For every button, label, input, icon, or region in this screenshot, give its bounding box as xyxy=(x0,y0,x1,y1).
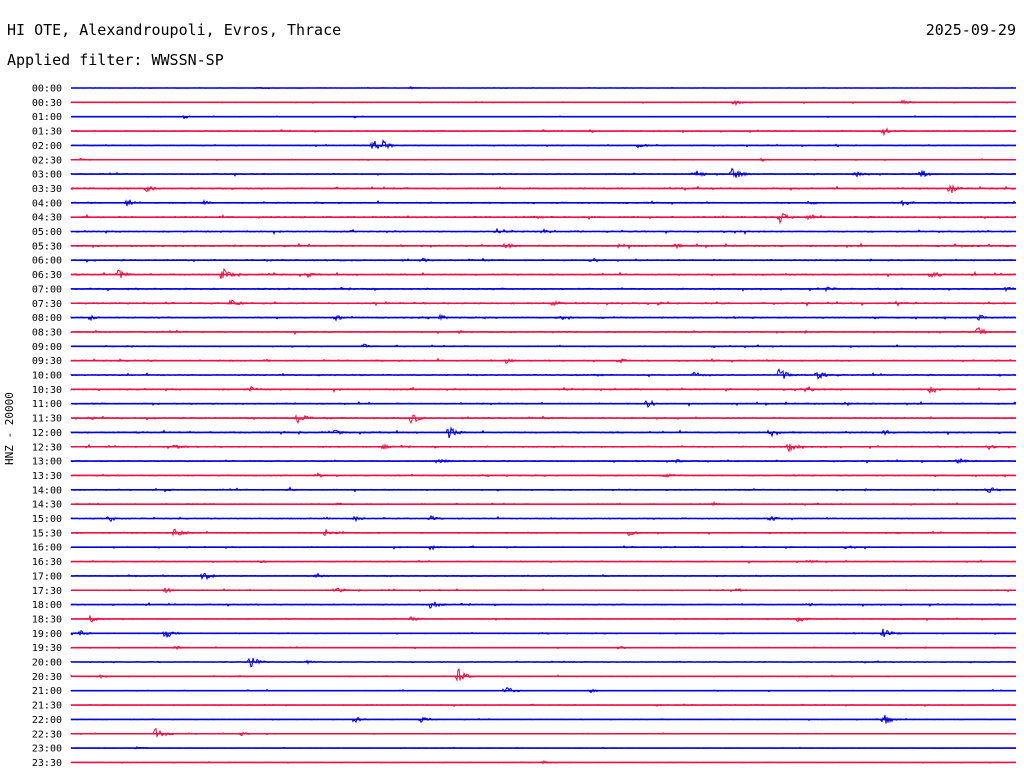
time-tick-label: 03:00 xyxy=(32,170,62,181)
time-tick-label: 10:30 xyxy=(32,385,62,396)
time-tick-label: 07:30 xyxy=(32,299,62,310)
time-tick-label: 18:00 xyxy=(32,600,62,611)
station-title: HI OTE, Alexandroupoli, Evros, Thrace xyxy=(7,21,342,39)
trace-line-0300 xyxy=(70,167,1017,178)
time-tick-label: 12:00 xyxy=(32,428,62,439)
time-tick-label: 01:00 xyxy=(32,112,62,123)
time-tick-label: 15:00 xyxy=(32,514,62,525)
time-tick-label: 13:30 xyxy=(32,471,62,482)
time-tick-label: 00:30 xyxy=(32,98,62,109)
trace-group xyxy=(70,86,1017,765)
trace-line-1230 xyxy=(70,442,1017,453)
trace-line-0830 xyxy=(70,326,1017,335)
time-tick-label: 17:00 xyxy=(32,571,62,582)
time-tick-label: 15:30 xyxy=(32,528,62,539)
time-tick-label: 07:00 xyxy=(32,284,62,295)
time-tick-label: 06:00 xyxy=(32,256,62,267)
time-tick-label: 16:30 xyxy=(32,557,62,568)
date-label: 2025-09-29 xyxy=(925,21,1016,39)
time-tick-label: 16:00 xyxy=(32,543,62,554)
time-tick-label: 20:30 xyxy=(32,672,62,683)
time-tick-label: 04:30 xyxy=(32,213,62,224)
time-tick-label: 09:30 xyxy=(32,356,62,367)
time-tick-label: 20:00 xyxy=(32,658,62,669)
trace-line-0200 xyxy=(70,139,1017,150)
trace-line-0330 xyxy=(70,183,1017,194)
trace-line-0430 xyxy=(70,212,1017,225)
trace-line-1000 xyxy=(70,368,1017,380)
time-tick-label: 22:30 xyxy=(32,729,62,740)
time-tick-label: 17:30 xyxy=(32,586,62,597)
time-tick-label: 05:30 xyxy=(32,241,62,252)
time-tick-label: 13:00 xyxy=(32,457,62,468)
time-tick-label: 04:00 xyxy=(32,198,62,209)
trace-line-2030 xyxy=(70,668,1016,683)
time-tick-label: 00:00 xyxy=(32,84,62,95)
time-tick-label: 22:00 xyxy=(32,715,62,726)
time-tick-label: 03:30 xyxy=(32,184,62,195)
tick-label-group: 00:00 00:30 01:00 01:30 02:00 02:30 03:00 03:30… xyxy=(32,84,62,769)
time-tick-label: 02:30 xyxy=(32,155,62,166)
time-tick-label: 02:00 xyxy=(32,141,62,152)
time-tick-label: 21:00 xyxy=(32,686,62,697)
time-tick-label: 08:30 xyxy=(32,327,62,338)
time-tick-label: 01:30 xyxy=(32,127,62,138)
time-tick-label: 14:30 xyxy=(32,500,62,511)
time-tick-label: 08:00 xyxy=(32,313,62,324)
time-tick-label: 21:30 xyxy=(32,701,62,712)
trace-line-1130 xyxy=(70,413,1017,425)
time-tick-label: 05:00 xyxy=(32,227,62,238)
time-tick-label: 18:30 xyxy=(32,614,62,625)
time-tick-label: 19:30 xyxy=(32,643,62,654)
trace-line-2230 xyxy=(70,727,1017,738)
time-tick-label: 12:30 xyxy=(32,442,62,453)
time-tick-label: 10:00 xyxy=(32,371,62,382)
time-tick-label: 06:30 xyxy=(32,270,62,281)
time-tick-label: 14:00 xyxy=(32,485,62,496)
time-tick-label: 11:30 xyxy=(32,414,62,425)
time-tick-label: 23:30 xyxy=(32,758,62,769)
time-tick-label: 19:00 xyxy=(32,629,62,640)
time-tick-label: 09:00 xyxy=(32,342,62,353)
time-tick-label: 23:00 xyxy=(32,744,62,755)
filter-label: Applied filter: WWSSN-SP xyxy=(7,51,224,69)
time-tick-label: 11:00 xyxy=(32,399,62,410)
